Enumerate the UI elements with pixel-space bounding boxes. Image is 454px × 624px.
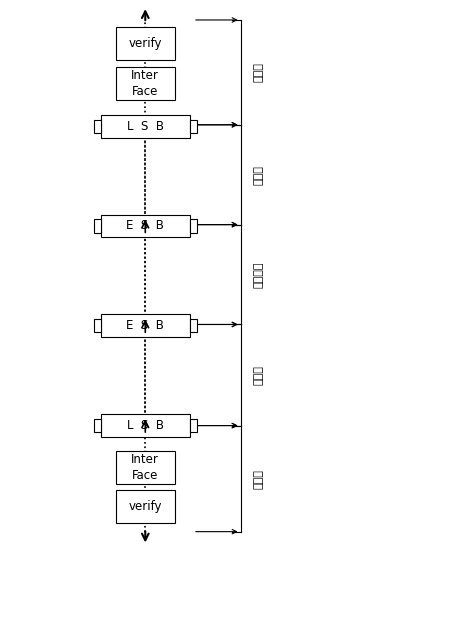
Bar [101, 314, 190, 337]
Bar [94, 419, 101, 432]
Bar [116, 490, 175, 523]
Text: Inter
Face: Inter Face [131, 69, 159, 98]
Bar [101, 115, 190, 138]
Bar [116, 27, 175, 60]
Bar [101, 414, 190, 437]
Text: verify: verify [128, 500, 162, 513]
Bar [190, 120, 197, 134]
Bar [101, 215, 190, 237]
Text: 链路层: 链路层 [254, 62, 264, 82]
Text: E  S  B: E S B [126, 220, 164, 232]
Text: 物理层: 物理层 [254, 365, 264, 385]
Text: L  S  B: L S B [127, 419, 164, 432]
Bar [190, 319, 197, 333]
Bar [190, 419, 197, 432]
Bar [94, 219, 101, 233]
Bar [94, 319, 101, 333]
Bar [116, 451, 175, 484]
Bar [94, 120, 101, 134]
Text: verify: verify [128, 37, 162, 50]
Text: 物理通道: 物理通道 [254, 261, 264, 288]
Text: 物理层: 物理层 [254, 165, 264, 185]
Text: Inter
Face: Inter Face [131, 453, 159, 482]
Text: E  S  B: E S B [126, 319, 164, 332]
Bar [116, 67, 175, 100]
Bar [190, 219, 197, 233]
Text: 链路层: 链路层 [254, 469, 264, 489]
Text: L  S  B: L S B [127, 120, 164, 133]
